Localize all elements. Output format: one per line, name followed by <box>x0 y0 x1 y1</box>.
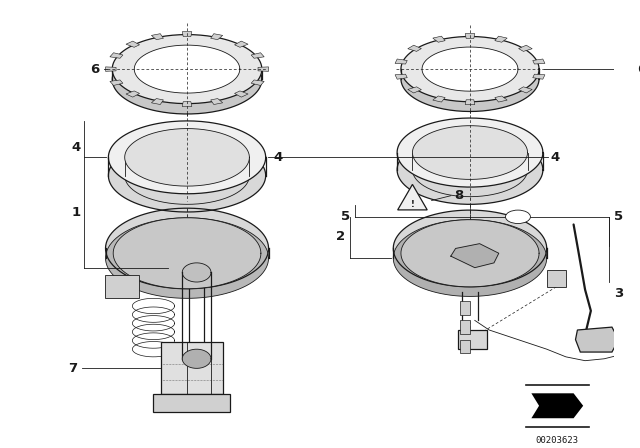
Polygon shape <box>234 91 248 97</box>
Polygon shape <box>495 96 507 102</box>
Polygon shape <box>465 100 475 104</box>
Text: 5: 5 <box>614 210 623 223</box>
Polygon shape <box>532 59 545 64</box>
Polygon shape <box>211 34 223 39</box>
Polygon shape <box>395 59 407 64</box>
Text: 5: 5 <box>341 210 350 223</box>
Ellipse shape <box>506 210 531 224</box>
Ellipse shape <box>112 45 262 114</box>
Ellipse shape <box>108 139 266 212</box>
Ellipse shape <box>422 47 518 91</box>
Ellipse shape <box>401 36 539 102</box>
Ellipse shape <box>401 220 539 287</box>
Polygon shape <box>395 74 407 79</box>
Text: 1: 1 <box>72 206 81 219</box>
Bar <box>104 276 139 298</box>
Polygon shape <box>531 393 583 418</box>
Bar <box>460 320 470 334</box>
Bar <box>154 394 230 412</box>
Polygon shape <box>126 91 140 97</box>
Polygon shape <box>182 32 192 36</box>
Polygon shape <box>518 45 532 52</box>
Ellipse shape <box>106 218 269 298</box>
Polygon shape <box>110 53 123 58</box>
Polygon shape <box>408 87 421 93</box>
Text: 6: 6 <box>90 63 100 76</box>
Bar <box>547 270 566 287</box>
Polygon shape <box>152 99 163 104</box>
Text: 3: 3 <box>614 287 623 300</box>
Polygon shape <box>408 45 421 52</box>
Polygon shape <box>433 96 445 102</box>
Polygon shape <box>495 36 507 42</box>
Polygon shape <box>518 87 532 93</box>
Polygon shape <box>465 34 475 39</box>
Polygon shape <box>211 99 223 104</box>
Polygon shape <box>251 80 264 86</box>
Ellipse shape <box>412 126 527 179</box>
Ellipse shape <box>393 220 547 297</box>
Ellipse shape <box>108 121 266 194</box>
Polygon shape <box>258 67 269 71</box>
Ellipse shape <box>106 208 269 289</box>
Text: 4: 4 <box>71 141 81 154</box>
Polygon shape <box>397 185 428 210</box>
Polygon shape <box>106 67 116 71</box>
Text: 4: 4 <box>550 151 560 164</box>
Polygon shape <box>433 36 445 42</box>
Ellipse shape <box>182 263 211 282</box>
Text: 6: 6 <box>637 63 640 76</box>
Bar <box>525 388 589 424</box>
Polygon shape <box>182 102 192 107</box>
Ellipse shape <box>112 34 262 103</box>
Bar <box>460 301 470 314</box>
Ellipse shape <box>113 218 261 289</box>
Polygon shape <box>251 53 264 58</box>
Text: 8: 8 <box>454 189 464 202</box>
Bar <box>161 341 223 394</box>
Text: 00203623: 00203623 <box>536 435 579 444</box>
Ellipse shape <box>125 129 250 186</box>
Polygon shape <box>126 41 140 47</box>
Ellipse shape <box>134 45 240 93</box>
Ellipse shape <box>397 118 543 187</box>
Polygon shape <box>152 34 163 39</box>
Text: 4: 4 <box>273 151 283 164</box>
Polygon shape <box>451 244 499 267</box>
Text: !: ! <box>410 200 414 209</box>
Ellipse shape <box>182 349 211 368</box>
Polygon shape <box>110 80 123 86</box>
Polygon shape <box>532 74 545 79</box>
Polygon shape <box>575 327 619 352</box>
Ellipse shape <box>393 210 547 287</box>
Ellipse shape <box>397 135 543 204</box>
Bar <box>458 330 487 349</box>
Polygon shape <box>234 41 248 47</box>
Bar <box>460 340 470 353</box>
Text: 2: 2 <box>336 230 346 243</box>
Text: 7: 7 <box>68 362 77 375</box>
Ellipse shape <box>401 46 539 112</box>
